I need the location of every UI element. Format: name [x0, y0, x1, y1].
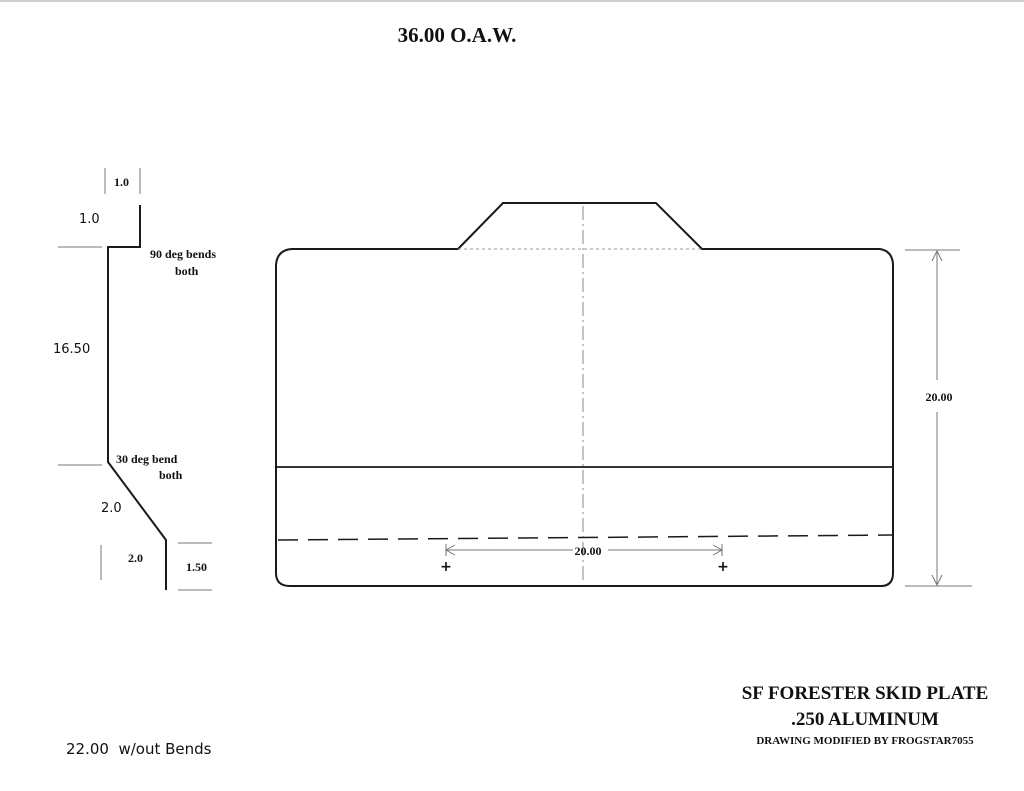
plate-outline	[275, 202, 894, 587]
arrowhead-up	[931, 249, 943, 262]
dim-bottom-flange: 1.50	[186, 560, 207, 574]
profile-outline	[107, 205, 167, 590]
dim-angled-length: 2.0	[101, 501, 122, 516]
title-block: SF FORESTER SKID PLATE .250 ALUMINUM DRA…	[742, 683, 989, 747]
title-line-2: .250 ALUMINUM	[791, 709, 939, 730]
dim-top-flange-width: 1.0	[114, 175, 129, 189]
note-30-deg-bend-line1: 30 deg bend	[116, 452, 178, 466]
dim-lower-offset: 2.0	[128, 551, 143, 565]
title-line-1: SF FORESTER SKID PLATE	[742, 683, 989, 704]
note-90-deg-bends-line1: 90 deg bends	[150, 247, 216, 261]
note-length-without-bends: 22.00 w/out Bends	[66, 740, 212, 758]
dim-plate-height: 20.00	[926, 390, 953, 404]
note-30-deg-bend-line2: both	[159, 468, 183, 482]
overall-width-label: 36.00 O.A.W.	[398, 23, 517, 47]
lower-bend-dashed-line	[277, 534, 894, 541]
note-90-deg-bends-line2: both	[175, 264, 199, 278]
dim-top-flange-height: 1.0	[79, 212, 100, 227]
dim-hole-spacing: 20.00	[575, 544, 602, 558]
plate-top-view: 20.00 + + 20.00	[275, 202, 972, 587]
side-profile: 1.0 1.0 90 deg bends both 16.50 30 deg b…	[53, 168, 216, 591]
mounting-hole-right: +	[717, 559, 729, 575]
title-line-3: DRAWING MODIFIED BY FROGSTAR7055	[756, 735, 974, 747]
mounting-hole-left: +	[440, 559, 452, 575]
dim-main-length: 16.50	[53, 342, 90, 357]
arrowhead-down	[931, 574, 943, 587]
